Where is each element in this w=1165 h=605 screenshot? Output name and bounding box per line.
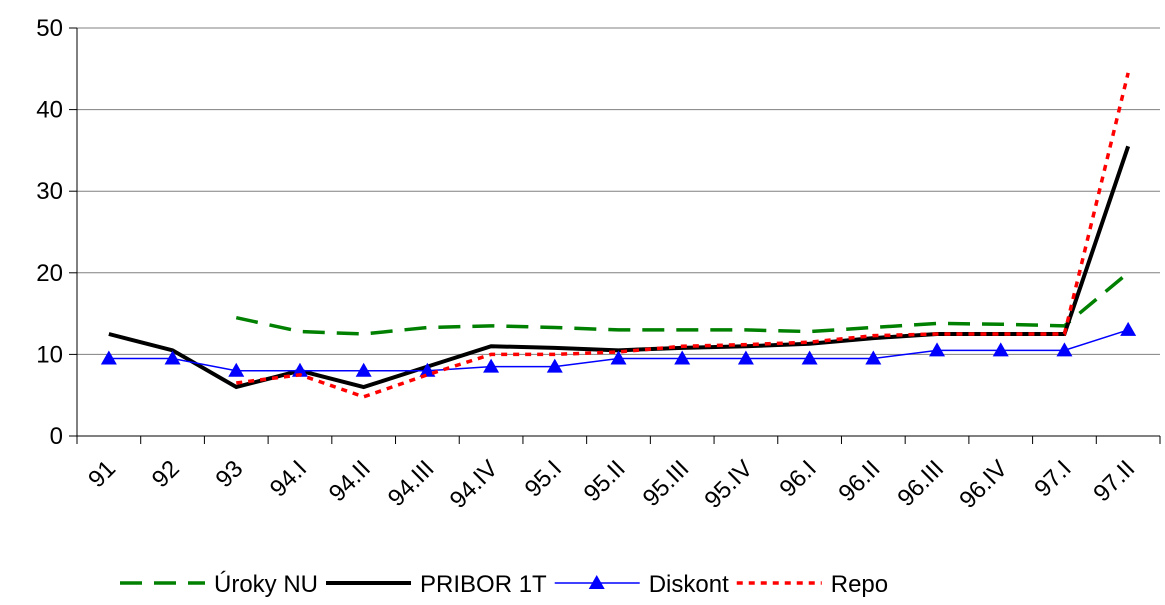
x-tick-label: 96.IV: [954, 455, 1013, 514]
marker: [291, 362, 308, 377]
x-tick-label: 95.IV: [699, 455, 758, 514]
legend-label: PRIBOR 1T: [420, 571, 547, 598]
legend-label: Úroky NU: [214, 571, 318, 598]
x-tick-label: 97.II: [1088, 455, 1140, 507]
marker: [610, 350, 627, 365]
y-tick-label: 30: [36, 178, 63, 205]
marker: [164, 350, 181, 365]
x-tick-label: 96.II: [833, 455, 885, 507]
x-tick-label: 92: [147, 455, 185, 493]
x-tick-label: 94.III: [383, 455, 440, 512]
marker: [929, 342, 946, 357]
marker: [865, 350, 882, 365]
y-tick-label: 50: [36, 15, 63, 42]
marker: [228, 362, 245, 377]
marker: [1056, 342, 1073, 357]
marker: [1120, 321, 1137, 336]
x-tick-label: 94.I: [265, 455, 312, 502]
x-tick-label: 93: [211, 455, 249, 493]
marker: [992, 342, 1009, 357]
x-tick-label: 97.I: [1029, 455, 1076, 502]
marker: [801, 350, 818, 365]
y-tick-label: 0: [50, 423, 63, 450]
marker: [674, 350, 691, 365]
y-tick-label: 10: [36, 341, 63, 368]
x-tick-label: 94.II: [324, 455, 376, 507]
x-tick-label: 96.III: [892, 455, 949, 512]
marker: [546, 358, 563, 373]
x-tick-label: 94.IV: [445, 455, 504, 514]
x-tick-label: 96.I: [774, 455, 821, 502]
marker: [419, 362, 436, 377]
y-tick-label: 40: [36, 97, 63, 124]
legend-marker: [588, 575, 605, 589]
marker: [355, 362, 372, 377]
marker: [483, 358, 500, 373]
x-tick-label: 95.II: [579, 455, 631, 507]
series-line: [236, 72, 1130, 399]
marker: [737, 350, 754, 365]
marker: [100, 350, 117, 365]
x-tick-label: 95.I: [520, 455, 567, 502]
x-tick-label: 91: [83, 455, 121, 493]
legend-label: Diskont: [649, 571, 729, 598]
series-line: [235, 271, 1130, 336]
y-tick-label: 20: [36, 260, 63, 287]
x-tick-label: 95.III: [638, 455, 695, 512]
legend-label: Repo: [831, 571, 888, 598]
